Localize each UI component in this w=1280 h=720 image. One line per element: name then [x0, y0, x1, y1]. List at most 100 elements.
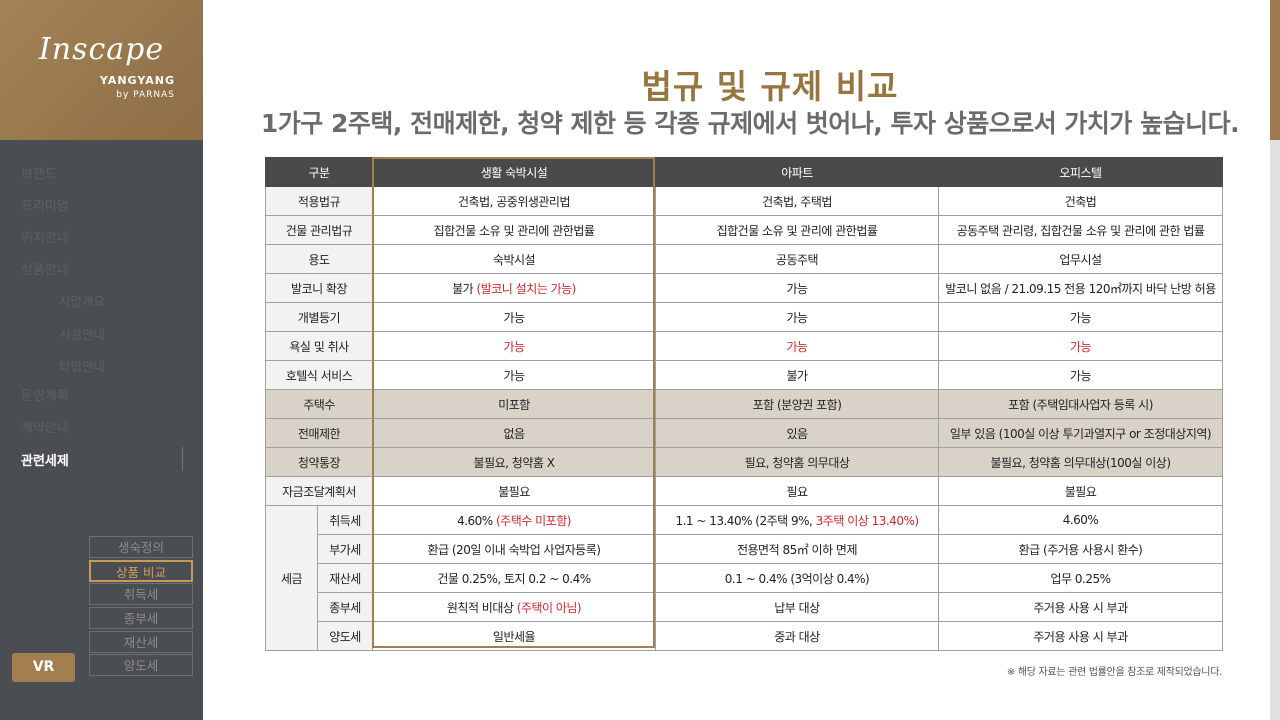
subnav-property-tax[interactable]: 재산세 [89, 630, 193, 653]
cell-text: 불필요 [1064, 484, 1097, 499]
table-cell: 가능 [938, 331, 1223, 361]
table-cell: 불가 (발코니 설치는 가능) [372, 273, 656, 303]
tax-subnav: 생숙정의 상품 비교 취득세 종부세 재산세 양도세 [89, 536, 193, 678]
subnav-definition[interactable]: 생숙정의 [89, 536, 193, 558]
table-row: 부가세 환급 (20일 이내 숙박업 사업자등록) 전용면적 85㎡ 이하 면제 환급… [266, 534, 1223, 564]
table-row: 용도 숙박시설 공동주택 업무시설 [265, 244, 1223, 274]
cell-text: 주거용 사용 시 부과 [1033, 629, 1128, 644]
table-cell: 주거용 사용 시 부과 [938, 621, 1223, 651]
row-label: 용도 [265, 244, 373, 274]
table-cell: 불필요, 청약홈 의무대상(100실 이상) [938, 447, 1223, 477]
table-cell: 없음 [372, 418, 656, 448]
tax-row-label: 부가세 [317, 534, 373, 564]
row-label: 적용법규 [265, 186, 373, 216]
cell-text: 업무 0.25% [1050, 571, 1111, 586]
table-cell: 발코니 없음 / 21.09.15 전용 120㎡까지 바닥 난방 허용 [938, 273, 1223, 303]
table-row: 청약통장 불필요, 청약홈 X 필요, 청약홈 의무대상 불필요, 청약홈 의무대상(… [265, 447, 1223, 477]
edge-accent [1270, 0, 1280, 140]
tax-row-label: 재산세 [317, 563, 373, 593]
cell-text: 있음 [786, 426, 808, 441]
header-category: 구분 [265, 157, 373, 187]
table-row: 적용법규 건축법, 공중위생관리법 건축법, 주택법 건축법 [265, 186, 1223, 216]
cell-text: 없음 [503, 426, 525, 441]
table-row: 개별등기 가능 가능 가능 [265, 302, 1223, 332]
nav-item-tax[interactable]: 관련세제 [21, 454, 69, 469]
subnav-transfer-tax[interactable]: 양도세 [89, 654, 193, 677]
table-cell: 공동주택 [655, 244, 939, 274]
table-cell: 포함 (주택임대사업자 등록 시) [938, 389, 1223, 419]
table-row: 재산세 건물 0.25%, 토지 0.2 ~ 0.4% 0.1 ~ 0.4% (3억… [266, 563, 1223, 593]
table-cell: 있음 [655, 418, 939, 448]
table-row: 전매제한 없음 있음 일부 있음 (100실 이상 투기과열지구 or 조정대상지역) [265, 418, 1223, 448]
table-cell: 업무시설 [938, 244, 1223, 274]
cell-text: 불가 [452, 281, 477, 296]
nav-item-contract[interactable]: 계약안내 [21, 421, 69, 436]
table-cell: 불필요 [938, 476, 1223, 506]
nav-subitem-facility[interactable]: 시설안내 [59, 327, 106, 342]
page-title: 법규 및 규제 비교 [641, 67, 899, 106]
cell-text: 중과 대상 [774, 629, 820, 644]
nav-subitem-type[interactable]: 타입안내 [59, 359, 106, 374]
nav-subitem-overview[interactable]: 사업개요 [59, 294, 106, 309]
table-cell: 환급 (주거용 사용시 환수) [938, 534, 1223, 564]
row-label: 호텔식 서비스 [265, 360, 373, 390]
cell-text: 공동주택 관리령, 집합건물 소유 및 관리에 관한 법률 [956, 223, 1205, 238]
table-cell: 건축법, 주택법 [655, 186, 939, 216]
table-cell: 주거용 사용 시 부과 [938, 592, 1223, 622]
table-cell: 공동주택 관리령, 집합건물 소유 및 관리에 관한 법률 [938, 215, 1223, 245]
cell-text: 숙박시설 [492, 252, 536, 267]
table-cell: 포함 (분양권 포함) [655, 389, 939, 419]
table-cell: 불가 [655, 360, 939, 390]
vr-button[interactable]: VR [12, 653, 75, 682]
brand-wordmark: Inscape [38, 32, 165, 67]
cell-text: 건축법, 주택법 [762, 194, 832, 209]
cell-text: 일반세율 [492, 629, 536, 644]
table-row: 호텔식 서비스 가능 불가 가능 [265, 360, 1223, 390]
subnav-product-compare[interactable]: 상품 비교 [89, 559, 193, 582]
cell-text: 가능 [503, 310, 525, 325]
table-cell: 가능 [938, 360, 1223, 390]
cell-highlight-text: (발코니 설치는 가능) [476, 281, 577, 296]
nav-item-operation[interactable]: 운영계획 [21, 389, 69, 404]
table-cell: 불필요, 청약홈 X [372, 447, 656, 477]
nav-item-location[interactable]: 위치안내 [21, 231, 69, 246]
table-cell: 0.1 ~ 0.4% (3억이상 0.4%) [655, 563, 939, 593]
cell-text: 필요, 청약홈 의무대상 [744, 455, 850, 470]
brand-location: YANGYANG [99, 74, 175, 87]
table-cell: 집합건물 소유 및 관리에 관한법률 [655, 215, 939, 245]
table-row: 종부세 원칙적 비대상 (주택이 아님) 납부 대상 주거용 사용 시 부과 [266, 592, 1223, 622]
table-cell: 집합건물 소유 및 관리에 관한법률 [372, 215, 656, 245]
cell-text: 4.60% [457, 513, 496, 528]
table-cell: 4.60% (주택수 미포함) [372, 505, 656, 535]
row-label: 건물 관리법규 [265, 215, 373, 245]
cell-highlight-text: (주택수 미포함) [496, 513, 571, 528]
cell-text: 불필요 [498, 484, 530, 499]
cell-text: 가능 [786, 310, 808, 325]
subnav-comprehensive-tax[interactable]: 종부세 [89, 607, 193, 630]
table-cell: 1.1 ~ 13.40% (2주택 9%, 3주택 이상 13.40%) [655, 505, 939, 535]
table-row: 세금 취득세 4.60% (주택수 미포함) 1.1 ~ 13.40% (2주택 9%… [265, 505, 1223, 651]
table-row: 욕실 및 취사 가능 가능 가능 [265, 331, 1223, 361]
table-cell: 미포함 [372, 389, 656, 419]
table-row: 양도세 일반세율 중과 대상 주거용 사용 시 부과 [266, 621, 1223, 651]
table-cell: 4.60% [938, 505, 1223, 535]
cell-text: 불필요, 청약홈 의무대상(100실 이상) [990, 455, 1171, 470]
cell-text: 4.60% [1062, 513, 1099, 527]
cell-highlight-text: 3주택 이상 13.40%) [815, 513, 919, 528]
cell-text: 집합건물 소유 및 관리에 관한법률 [716, 223, 878, 238]
page-subtitle: 1가구 2주택, 전매제한, 청약 제한 등 각종 규제에서 벗어나, 투자 상… [260, 109, 1240, 138]
brand-logo[interactable]: Inscape YANGYANG by PARNAS [0, 0, 203, 140]
nav-item-premium[interactable]: 프리미엄 [21, 199, 69, 214]
nav-item-brand[interactable]: 브랜드 [21, 167, 57, 182]
table-cell: 필요 [655, 476, 939, 506]
comparison-table: 구분 생활 숙박시설 아파트 오피스텔 적용법규 건축법, 공중위생관리법 건축법,… [265, 157, 1223, 651]
cell-text: 공동주택 [775, 252, 819, 267]
cell-text: 가능 [503, 368, 525, 383]
table-cell: 건축법, 공중위생관리법 [372, 186, 656, 216]
subnav-acquisition-tax[interactable]: 취득세 [89, 583, 193, 606]
cell-text: 일부 있음 (100실 이상 투기과열지구 or 조정대상지역) [949, 426, 1212, 441]
table-cell: 가능 [655, 302, 939, 332]
row-label: 욕실 및 취사 [265, 331, 373, 361]
nav-item-product[interactable]: 상품안내 [21, 263, 69, 278]
footnote: ※ 해당 자료는 관련 법률안을 참조로 제작되었습니다. [1006, 667, 1222, 678]
